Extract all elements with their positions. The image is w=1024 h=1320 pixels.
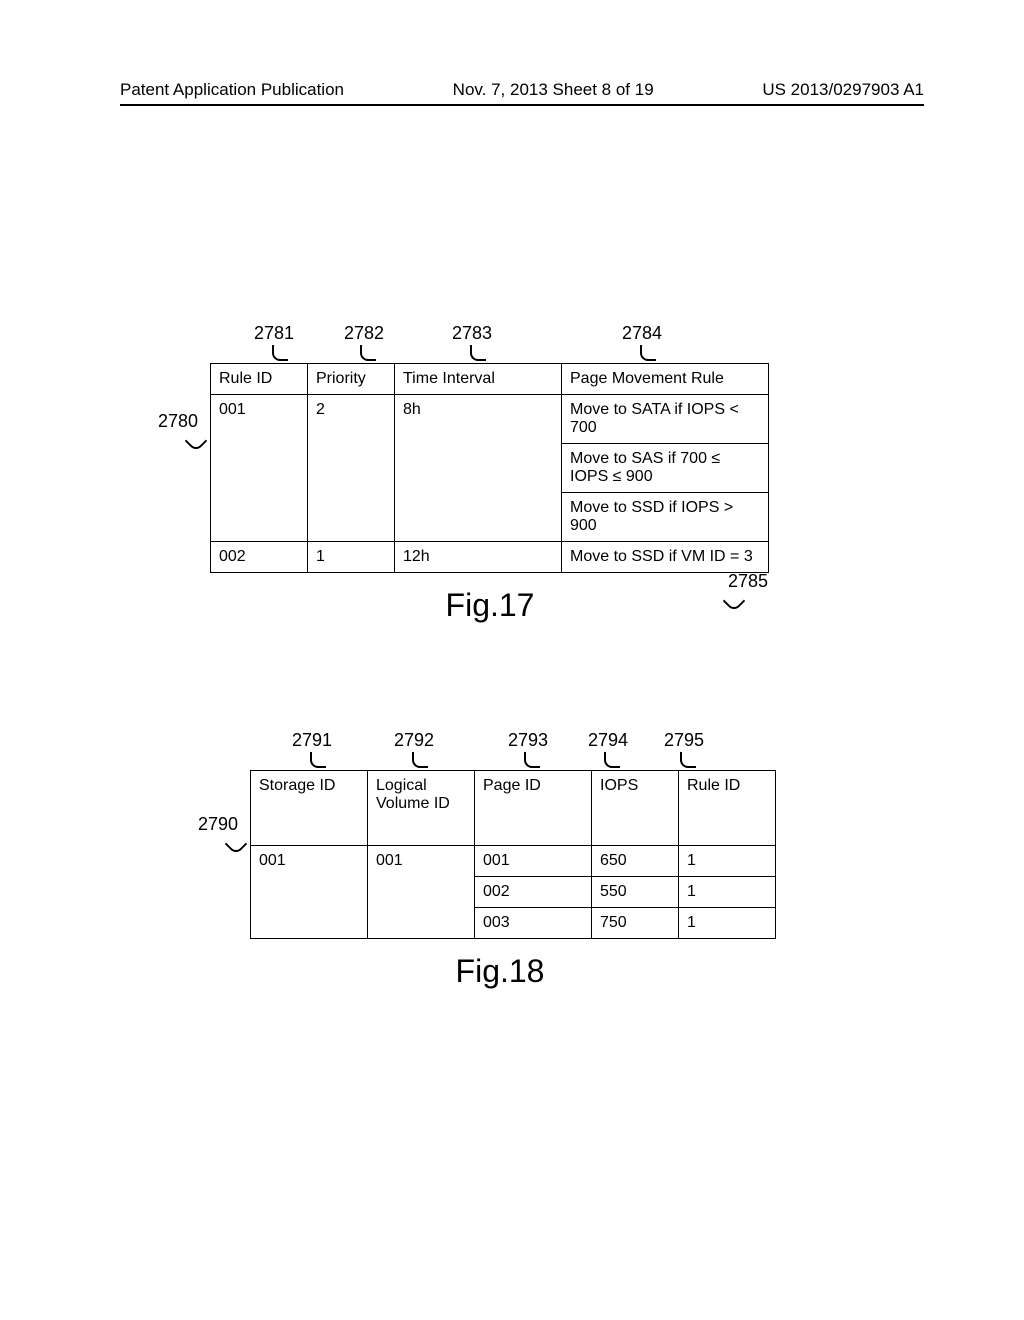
fig17-colref-2: 2783	[452, 323, 492, 344]
cell: 002	[211, 542, 308, 573]
cell: 2	[308, 395, 395, 542]
cell: Move to SAS if 700 ≤ IOPS ≤ 900	[562, 444, 769, 493]
cell: 8h	[395, 395, 562, 542]
hook-icon	[360, 345, 376, 361]
hook-icon	[680, 752, 696, 768]
hook-icon	[185, 430, 208, 453]
cell: 1	[308, 542, 395, 573]
fig17-col-3: Page Movement Rule	[562, 364, 769, 395]
cell: Move to SSD if VM ID = 3	[562, 542, 769, 573]
table-row: 001 001 001 650 1	[251, 846, 776, 877]
hook-icon	[225, 833, 248, 856]
cell: 001	[368, 846, 475, 939]
fig17-table: Rule ID Priority Time Interval Page Move…	[210, 363, 769, 573]
fig17-colref-0: 2781	[254, 323, 294, 344]
cell: 750	[592, 908, 679, 939]
cell: 1	[679, 908, 776, 939]
hook-icon	[524, 752, 540, 768]
cell: 001	[475, 846, 592, 877]
table-row: 001 2 8h Move to SATA if IOPS < 700	[211, 395, 769, 444]
fig18-caption: Fig.18	[250, 953, 750, 990]
fig18-colref-4: 2795	[664, 730, 704, 751]
cell: 002	[475, 877, 592, 908]
table-header-row: Rule ID Priority Time Interval Page Move…	[211, 364, 769, 395]
hook-icon	[640, 345, 656, 361]
header-mid: Nov. 7, 2013 Sheet 8 of 19	[453, 80, 654, 100]
fig18-colref-2: 2793	[508, 730, 548, 751]
fig18-tableref: 2790	[198, 814, 238, 835]
cell: 1	[679, 877, 776, 908]
fig17-tableref: 2780	[158, 411, 198, 432]
hook-icon	[310, 752, 326, 768]
header-right: US 2013/0297903 A1	[762, 80, 924, 100]
cell: 650	[592, 846, 679, 877]
cell: 1	[679, 846, 776, 877]
fig17-caption: Fig.17	[210, 587, 770, 624]
fig17-colref-1: 2782	[344, 323, 384, 344]
fig18-col-0: Storage ID	[251, 771, 368, 846]
hook-icon	[272, 345, 288, 361]
hook-icon	[604, 752, 620, 768]
header-left: Patent Application Publication	[120, 80, 344, 100]
fig18-col-3: IOPS	[592, 771, 679, 846]
table-header-row: Storage ID Logical Volume ID Page ID IOP…	[251, 771, 776, 846]
cell: 550	[592, 877, 679, 908]
hook-icon	[412, 752, 428, 768]
cell: 12h	[395, 542, 562, 573]
fig18-table: Storage ID Logical Volume ID Page ID IOP…	[250, 770, 776, 939]
fig18-col-1: Logical Volume ID	[368, 771, 475, 846]
cell: Move to SSD if IOPS > 900	[562, 493, 769, 542]
page-header: Patent Application Publication Nov. 7, 2…	[120, 80, 924, 106]
fig18-container: 2791 2792 2793 2794 2795 2790 Storage ID…	[200, 770, 776, 990]
cell: 003	[475, 908, 592, 939]
cell: 001	[251, 846, 368, 939]
fig18-colref-3: 2794	[588, 730, 628, 751]
cell: Move to SATA if IOPS < 700	[562, 395, 769, 444]
table-row: 002 1 12h Move to SSD if VM ID = 3	[211, 542, 769, 573]
fig17-col-1: Priority	[308, 364, 395, 395]
fig17-colref-3: 2784	[622, 323, 662, 344]
fig17-col-0: Rule ID	[211, 364, 308, 395]
fig18-colref-0: 2791	[292, 730, 332, 751]
page: Patent Application Publication Nov. 7, 2…	[0, 0, 1024, 1320]
fig18-col-2: Page ID	[475, 771, 592, 846]
fig17-col-2: Time Interval	[395, 364, 562, 395]
cell: 001	[211, 395, 308, 542]
fig18-col-4: Rule ID	[679, 771, 776, 846]
fig18-colref-1: 2792	[394, 730, 434, 751]
fig17-container: 2781 2782 2783 2784 2780 2785 Rule ID Pr…	[160, 363, 770, 624]
hook-icon	[470, 345, 486, 361]
